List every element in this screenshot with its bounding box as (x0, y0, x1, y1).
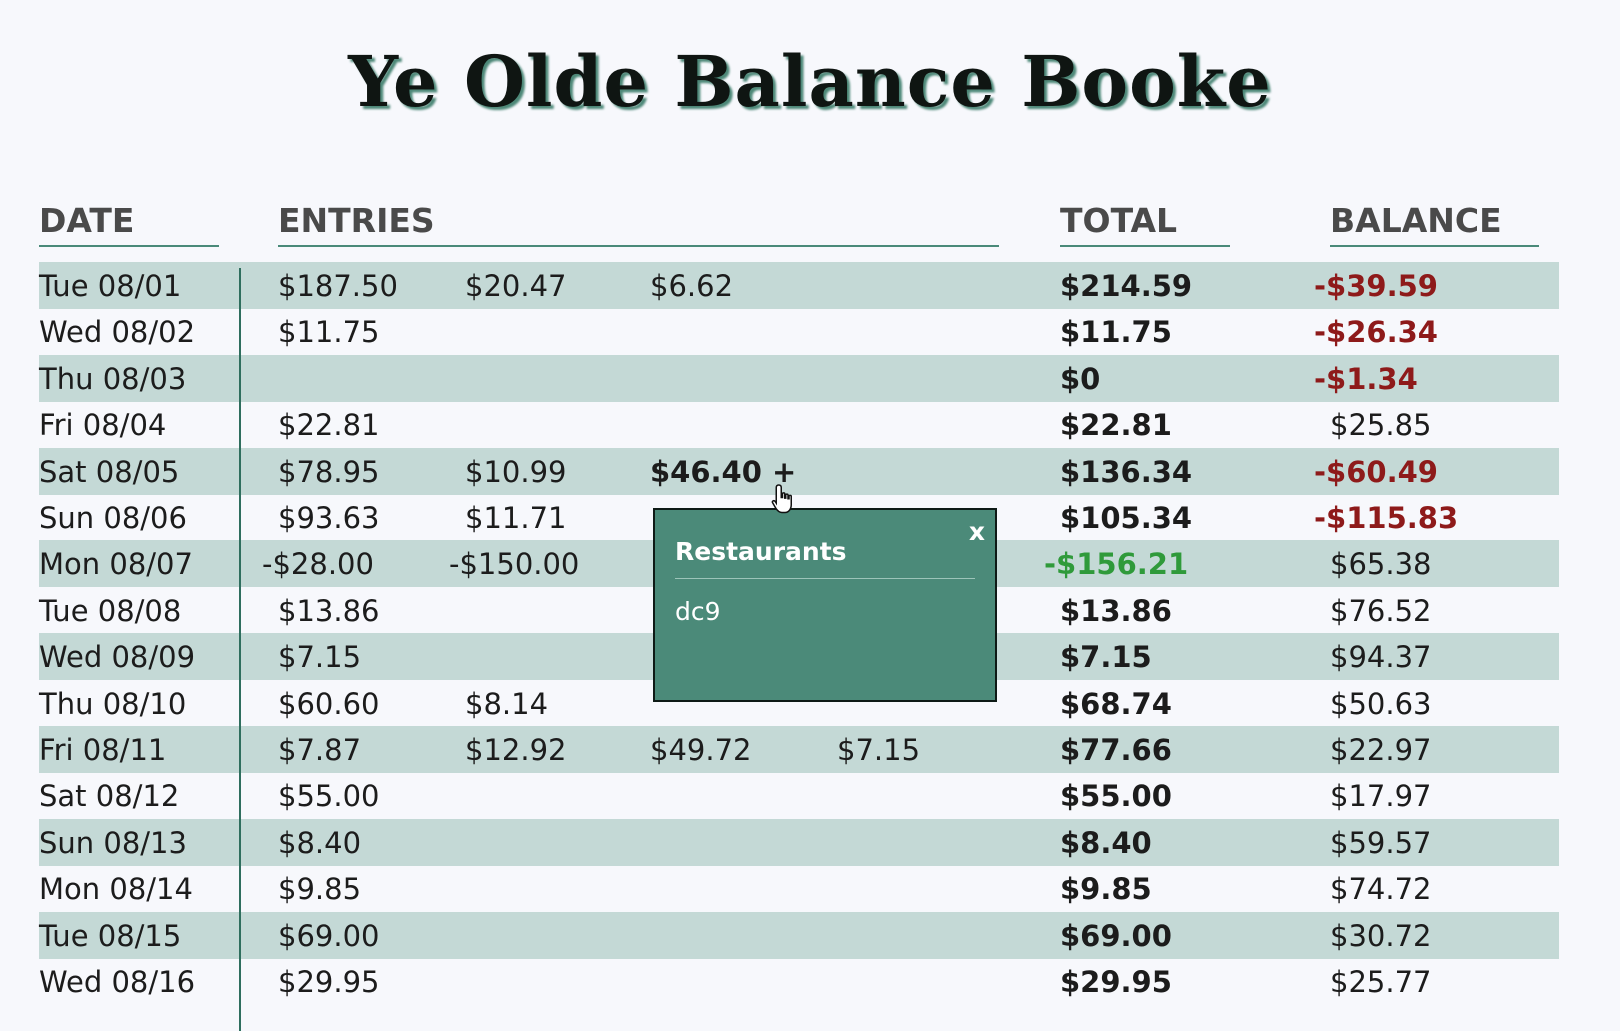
date-cell: Wed 08/09 (39, 640, 196, 674)
entry-cell[interactable]: $6.62 (650, 269, 734, 303)
entry-cell[interactable]: $8.14 (465, 687, 549, 721)
balance-cell: $25.85 (1330, 408, 1432, 442)
date-cell: Mon 08/07 (39, 547, 193, 581)
entry-cell[interactable]: $8.40 (278, 826, 362, 860)
total-cell: $136.34 (1060, 455, 1193, 489)
entry-cell[interactable]: $55.00 (278, 779, 380, 813)
total-cell: $69.00 (1060, 919, 1172, 953)
date-cell: Mon 08/14 (39, 872, 193, 906)
date-cell: Tue 08/01 (39, 269, 182, 303)
hand-pointer-icon (771, 484, 792, 514)
header-entries: ENTRIES (278, 204, 999, 247)
header-balance: BALANCE (1330, 204, 1539, 247)
date-cell: Sat 08/12 (39, 779, 180, 813)
entry-cell[interactable]: $29.95 (278, 965, 380, 999)
close-button[interactable]: x (968, 517, 985, 546)
balance-cell: $65.38 (1330, 547, 1432, 581)
entry-cell[interactable]: $20.47 (465, 269, 567, 303)
table-row (39, 726, 1559, 773)
date-cell: Fri 08/11 (39, 733, 167, 767)
balance-cell: -$115.83 (1314, 501, 1459, 535)
date-cell: Sat 08/05 (39, 455, 180, 489)
entry-cell[interactable]: $49.72 (650, 733, 752, 767)
date-cell: Wed 08/02 (39, 315, 196, 349)
entry-cell[interactable]: $7.15 (278, 640, 362, 674)
entry-cell[interactable]: -$150.00 (449, 547, 580, 581)
header-date: DATE (39, 204, 219, 247)
entry-cell[interactable]: $9.85 (278, 872, 362, 906)
date-cell: Sun 08/13 (39, 826, 187, 860)
balance-cell: $25.77 (1330, 965, 1432, 999)
total-cell: $29.95 (1060, 965, 1172, 999)
popup-divider (675, 578, 975, 579)
entry-cell[interactable]: $12.92 (465, 733, 567, 767)
table-row (39, 448, 1559, 495)
total-cell: $11.75 (1060, 315, 1172, 349)
total-cell: $55.00 (1060, 779, 1172, 813)
balance-cell: -$1.34 (1314, 362, 1418, 396)
entry-cell[interactable]: -$28.00 (262, 547, 374, 581)
balance-cell: $76.52 (1330, 594, 1432, 628)
total-cell: $13.86 (1060, 594, 1172, 628)
entry-cell[interactable]: $69.00 (278, 919, 380, 953)
page-title: Ye Olde Balance Booke (348, 40, 1272, 123)
date-cell: Wed 08/16 (39, 965, 196, 999)
date-cell: Fri 08/04 (39, 408, 167, 442)
total-cell: $105.34 (1060, 501, 1193, 535)
date-cell: Thu 08/10 (39, 687, 187, 721)
balance-cell: -$39.59 (1314, 269, 1438, 303)
balance-cell: $59.57 (1330, 826, 1432, 860)
table-row (39, 912, 1559, 959)
total-cell: $7.15 (1060, 640, 1152, 674)
balance-cell: $50.63 (1330, 687, 1432, 721)
balance-cell: $17.97 (1330, 779, 1432, 813)
table-row (39, 355, 1559, 402)
total-cell: $214.59 (1060, 269, 1193, 303)
entry-cell[interactable]: $22.81 (278, 408, 380, 442)
total-cell: $8.40 (1060, 826, 1152, 860)
balance-cell: $22.97 (1330, 733, 1432, 767)
date-cell: Thu 08/03 (39, 362, 187, 396)
entry-cell[interactable]: $78.95 (278, 455, 380, 489)
category-popup: x Restaurants dc9 (653, 508, 997, 702)
entry-cell[interactable]: $11.75 (278, 315, 380, 349)
table-row (39, 262, 1559, 309)
popup-title: Restaurants (675, 537, 847, 566)
balance-cell: $94.37 (1330, 640, 1432, 674)
date-divider (239, 268, 241, 1031)
header-total: TOTAL (1060, 204, 1230, 247)
date-cell: Sun 08/06 (39, 501, 187, 535)
entry-cell[interactable]: $7.15 (837, 733, 921, 767)
entry-cell[interactable]: $7.87 (278, 733, 362, 767)
balance-cell: -$26.34 (1314, 315, 1438, 349)
total-cell: $0 (1060, 362, 1101, 396)
entry-cell[interactable]: $187.50 (278, 269, 398, 303)
total-cell: $68.74 (1060, 687, 1172, 721)
entry-cell[interactable]: $60.60 (278, 687, 380, 721)
balance-cell: $30.72 (1330, 919, 1432, 953)
total-cell: $9.85 (1060, 872, 1152, 906)
date-cell: Tue 08/08 (39, 594, 182, 628)
popup-note: dc9 (675, 597, 721, 626)
entry-cell[interactable]: $93.63 (278, 501, 380, 535)
entry-cell[interactable]: $13.86 (278, 594, 380, 628)
table-row (39, 819, 1559, 866)
balance-cell: $74.72 (1330, 872, 1432, 906)
total-cell: $77.66 (1060, 733, 1172, 767)
balance-cell: -$60.49 (1314, 455, 1438, 489)
date-cell: Tue 08/15 (39, 919, 182, 953)
entry-cell[interactable]: $11.71 (465, 501, 567, 535)
entry-cell[interactable]: $10.99 (465, 455, 567, 489)
total-cell: -$156.21 (1044, 547, 1189, 581)
total-cell: $22.81 (1060, 408, 1172, 442)
entry-cell[interactable]: $46.40 + (650, 455, 797, 489)
